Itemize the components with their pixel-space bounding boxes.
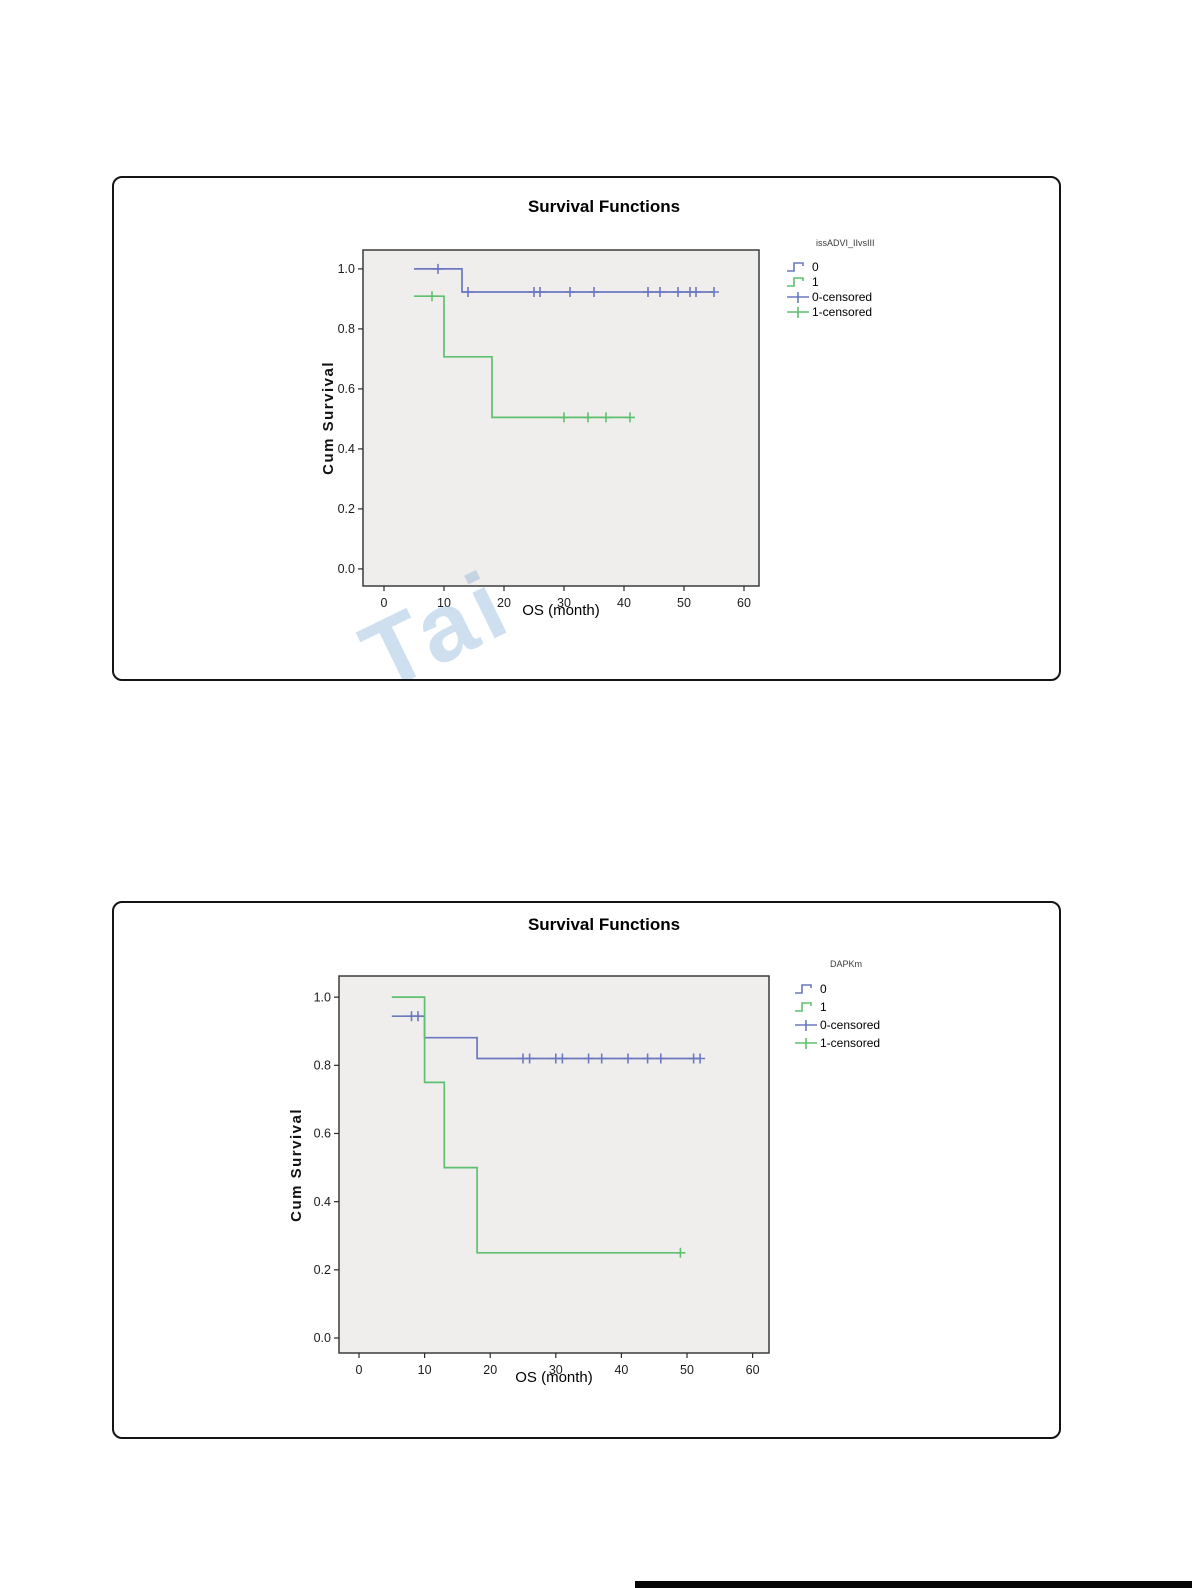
- y-tick-label: 1.0: [338, 262, 355, 276]
- censor-mark-0: [655, 287, 665, 297]
- x-tick-label: 50: [677, 596, 691, 610]
- y-tick-label: 0.2: [314, 1263, 331, 1277]
- censor-mark-0: [695, 1053, 706, 1064]
- x-tick-label: 50: [680, 1363, 694, 1377]
- y-tick-label: 0.6: [338, 382, 355, 396]
- censor-plus-swatch-icon: [787, 306, 809, 318]
- censor-mark-1: [625, 412, 635, 423]
- plot-frame: [362, 249, 760, 587]
- censor-plus-swatch-icon: [795, 1038, 817, 1049]
- censor-mark-0: [433, 263, 443, 274]
- step-line-swatch-icon: [795, 1002, 812, 1012]
- legend-item-1-censored: 1-censored: [794, 1034, 880, 1052]
- step-line-swatch-icon: [787, 261, 804, 272]
- y-tick-label: 0.8: [338, 322, 355, 336]
- x-tick-label: 0: [381, 596, 388, 610]
- censor-mark-0: [655, 1053, 666, 1064]
- legend-item-label: 0: [820, 982, 827, 996]
- legend-title: DAPKm: [830, 959, 863, 969]
- legend-item-0-censored: 0-censored: [794, 1016, 880, 1034]
- survival-curve-1: [414, 295, 630, 419]
- y-tick-label: 0.8: [314, 1059, 331, 1073]
- legend-item-1: 1: [786, 274, 875, 289]
- censor-mark-0: [413, 1011, 423, 1022]
- censor-mark-0: [589, 287, 599, 297]
- censor-mark-0: [535, 287, 545, 297]
- censor-mark-0: [524, 1053, 535, 1064]
- x-tick-label: 60: [746, 1363, 760, 1377]
- y-tick-label: 1.0: [314, 990, 331, 1004]
- chart-title: Survival Functions: [527, 197, 681, 216]
- x-tick-label: 10: [437, 596, 451, 610]
- legend-item-1: 1: [794, 998, 880, 1016]
- legend-item-label: 0-censored: [812, 289, 873, 304]
- legend-item-label: 1-censored: [812, 304, 873, 319]
- step-line-swatch-icon: [795, 984, 812, 994]
- figure-panel-2: Survival Functions Cum Survival 0 10 20 30 4…: [112, 901, 1061, 1439]
- y-tick-label: 0.4: [314, 1195, 331, 1209]
- x-tick-label: 40: [617, 596, 631, 610]
- x-tick-label: 10: [418, 1363, 432, 1377]
- x-tick-label: 30: [557, 596, 571, 610]
- x-tick-label: 20: [483, 1363, 497, 1377]
- legend-item-0-censored: 0-censored: [786, 289, 875, 304]
- censor-mark-0: [673, 287, 683, 297]
- censor-mark-1: [583, 412, 593, 423]
- censor-mark-0: [463, 287, 473, 297]
- legend-items: 0 1 0-censored 1-censored: [794, 980, 880, 1052]
- legend-item-label: 1: [820, 1000, 827, 1014]
- legend: DAPKm 0 1 0-censored 1-censored: [794, 959, 880, 1052]
- censor-mark-0: [583, 1053, 594, 1064]
- legend-item-label: 0-censored: [820, 1018, 881, 1032]
- x-axis-label: OS (month): [515, 1369, 593, 1386]
- censor-mark-0: [643, 287, 653, 297]
- legend-item-label: 0: [812, 259, 819, 274]
- figure-panel-1: Survival Functions Cum Survival 0 10 20 30 4…: [112, 176, 1061, 681]
- y-tick-label: 0.6: [314, 1127, 331, 1141]
- x-tick-label: 20: [497, 596, 511, 610]
- censor-mark-1: [601, 412, 611, 423]
- legend-item-label: 1: [812, 274, 819, 289]
- censor-mark-1: [675, 1247, 686, 1258]
- legend-item-label: 1-censored: [820, 1036, 881, 1050]
- survival-plot-2: 0 10 20 30 40 50 60 0.0 0.2 0.4 0.6 0.8 1.0: [314, 975, 770, 1377]
- x-tick-label: 0: [356, 1363, 363, 1377]
- censor-mark-1: [559, 412, 569, 423]
- censor-mark-0: [642, 1053, 653, 1064]
- legend-item-0: 0: [786, 259, 875, 274]
- chart-title: Survival Functions: [527, 915, 681, 934]
- y-tick-label: 0.2: [338, 502, 355, 516]
- survival-plot-1: 0 10 20 30 40 50 60 0.0 0.2 0.4 0.6 0.8 1.0: [338, 249, 760, 610]
- step-line-swatch-icon: [787, 276, 804, 287]
- x-tick-label: 30: [549, 1363, 563, 1377]
- plot-background: [339, 976, 769, 1353]
- plot-frame: [338, 975, 770, 1354]
- censor-plus-swatch-icon: [787, 291, 809, 303]
- censor-mark-0: [557, 1053, 568, 1064]
- censor-mark-0: [565, 287, 575, 297]
- y-tick-label: 0.0: [314, 1331, 331, 1345]
- x-tick-label: 60: [737, 596, 751, 610]
- censor-plus-swatch-icon: [795, 1020, 817, 1031]
- y-tick-label: 0.0: [338, 562, 355, 576]
- survival-curve-1: [391, 996, 681, 1254]
- legend-title: issADVI_IIvsIII: [816, 238, 875, 248]
- y-tick-label: 0.4: [338, 442, 355, 456]
- censor-mark-0: [596, 1053, 607, 1064]
- x-axis-label: OS (month): [522, 602, 600, 619]
- censor-mark-0: [691, 287, 701, 297]
- censor-mark-0: [709, 287, 719, 297]
- legend-item-1-censored: 1-censored: [786, 304, 875, 319]
- bottom-scrollbar-artifact: [635, 1581, 1192, 1588]
- legend: issADVI_IIvsIII 0 1 0-censored 1-censored: [786, 238, 875, 319]
- censor-mark-0: [623, 1053, 633, 1064]
- x-tick-label: 40: [614, 1363, 628, 1377]
- legend-items: 0 1 0-censored 1-censored: [786, 259, 875, 319]
- censor-mark-1: [427, 291, 437, 302]
- legend-item-0: 0: [794, 980, 880, 998]
